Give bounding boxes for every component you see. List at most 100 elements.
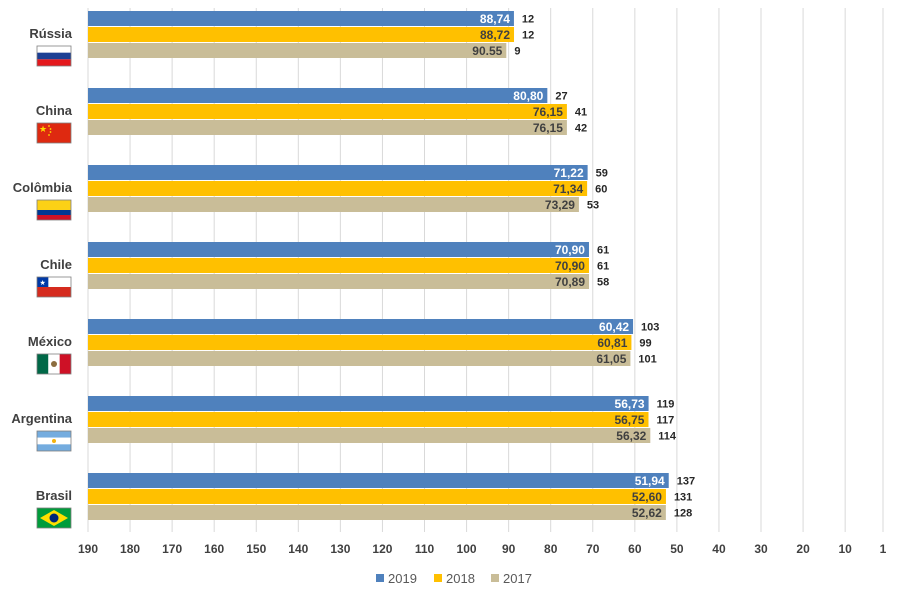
bar-2017 bbox=[88, 274, 590, 289]
bar-value-label: 56,75 bbox=[614, 413, 644, 427]
bar-2019 bbox=[88, 11, 514, 26]
bar-2017 bbox=[88, 428, 651, 443]
x-tick-label: 40 bbox=[712, 542, 726, 556]
x-tick-label: 190 bbox=[78, 542, 98, 556]
flag-mexico-icon bbox=[36, 353, 72, 375]
legend-label: 2018 bbox=[446, 571, 475, 586]
bar-value-label: 76,15 bbox=[533, 105, 563, 119]
svg-text:★: ★ bbox=[39, 125, 47, 135]
flag-russia-icon bbox=[36, 45, 72, 67]
flag-colombia-icon bbox=[36, 199, 72, 221]
flag-chile-icon: ★ bbox=[36, 276, 72, 298]
rank-label: 58 bbox=[597, 277, 609, 289]
x-tick-label: 90 bbox=[502, 542, 516, 556]
x-tick-label: 1 bbox=[880, 542, 887, 556]
rank-label: 114 bbox=[658, 431, 677, 443]
rank-label: 9 bbox=[514, 46, 520, 58]
bar-2018 bbox=[88, 335, 632, 350]
bar-value-label: 60,42 bbox=[599, 320, 629, 334]
bar-2018 bbox=[88, 489, 666, 504]
x-tick-label: 50 bbox=[670, 542, 684, 556]
bars: 88,74 12 88,72 12 90.55 9 80,80 27 76,15 41 76,15 4… bbox=[88, 11, 695, 520]
bar-value-label: 76,15 bbox=[533, 121, 563, 135]
country-label: México bbox=[28, 334, 72, 349]
bar-2019 bbox=[88, 242, 589, 257]
bar-value-label: 88,72 bbox=[480, 28, 510, 42]
rank-label: 27 bbox=[555, 91, 567, 103]
country-label: Rússia bbox=[29, 26, 72, 41]
svg-text:★: ★ bbox=[40, 279, 46, 287]
bar-value-label: 73,29 bbox=[545, 198, 575, 212]
rank-label: 12 bbox=[522, 14, 534, 26]
rank-label: 41 bbox=[575, 107, 587, 119]
bar-2019 bbox=[88, 319, 634, 334]
country-label: Argentina bbox=[11, 411, 72, 426]
bar-2018 bbox=[88, 258, 589, 273]
x-tick-label: 160 bbox=[204, 542, 224, 556]
legend-swatch bbox=[491, 574, 499, 582]
x-tick-label: 150 bbox=[246, 542, 266, 556]
country-label: Chile bbox=[40, 257, 72, 272]
rank-label: 61 bbox=[597, 261, 609, 273]
x-tick-label: 180 bbox=[120, 542, 140, 556]
rank-label: 128 bbox=[674, 508, 692, 520]
flag-china-icon: ★ bbox=[36, 122, 72, 144]
bar-2017 bbox=[88, 505, 666, 520]
legend-label: 2019 bbox=[388, 571, 417, 586]
legend-item-2018: 2018 bbox=[434, 571, 475, 586]
bar-value-label: 52,60 bbox=[632, 490, 662, 504]
bar-value-label: 61,05 bbox=[596, 352, 626, 366]
legend-item-2019: 2019 bbox=[376, 571, 417, 586]
rank-label: 59 bbox=[596, 168, 608, 180]
bar-value-label: 51,94 bbox=[635, 474, 665, 488]
bar-value-label: 56,73 bbox=[615, 397, 645, 411]
bar-value-label: 80,80 bbox=[513, 89, 543, 103]
legend-swatch bbox=[376, 574, 384, 582]
x-tick-label: 30 bbox=[754, 542, 768, 556]
bar-value-label: 52,62 bbox=[632, 506, 662, 520]
x-tick-label: 60 bbox=[628, 542, 642, 556]
country-labels: Rússia China ★ Colômbia Chile ★ México Argentin… bbox=[11, 26, 73, 529]
country-label: China bbox=[36, 103, 73, 118]
x-axis-ticks: 190 180 170 160 150 140 130 120 110 100 90 80 70 60 50… bbox=[78, 542, 887, 556]
rank-label: 53 bbox=[587, 200, 599, 212]
legend-swatch bbox=[434, 574, 442, 582]
bar-value-label: 71,22 bbox=[554, 166, 584, 180]
rank-label: 99 bbox=[639, 338, 651, 350]
bar-2018 bbox=[88, 104, 567, 119]
bar-value-label: 56,32 bbox=[616, 429, 646, 443]
rank-label: 101 bbox=[638, 354, 656, 366]
rank-label: 61 bbox=[597, 245, 609, 257]
flag-brazil-icon bbox=[36, 507, 72, 529]
legend-item-2017: 2017 bbox=[491, 571, 532, 586]
country-label: Colômbia bbox=[13, 180, 73, 195]
x-tick-label: 80 bbox=[544, 542, 558, 556]
rank-label: 103 bbox=[641, 322, 659, 334]
bar-2018 bbox=[88, 412, 649, 427]
legend-label: 2017 bbox=[503, 571, 532, 586]
x-tick-label: 140 bbox=[288, 542, 308, 556]
bar-value-label: 70,89 bbox=[555, 275, 585, 289]
bar-2017 bbox=[88, 120, 567, 135]
rank-label: 60 bbox=[595, 184, 607, 196]
bar-2017 bbox=[88, 351, 631, 366]
rank-label: 131 bbox=[674, 492, 692, 504]
rank-label: 117 bbox=[656, 415, 674, 427]
x-tick-label: 170 bbox=[162, 542, 182, 556]
x-tick-label: 20 bbox=[796, 542, 810, 556]
x-tick-label: 10 bbox=[838, 542, 852, 556]
rank-label: 12 bbox=[522, 30, 534, 42]
bar-2018 bbox=[88, 27, 515, 42]
bar-value-label: 60,81 bbox=[597, 336, 627, 350]
rank-label: 42 bbox=[575, 123, 587, 135]
bar-2019 bbox=[88, 473, 669, 488]
bar-2017 bbox=[88, 197, 579, 212]
x-tick-label: 120 bbox=[372, 542, 392, 556]
x-tick-label: 70 bbox=[586, 542, 600, 556]
bar-value-label: 70,90 bbox=[555, 259, 585, 273]
bar-2019 bbox=[88, 88, 548, 103]
bar-value-label: 70,90 bbox=[555, 243, 585, 257]
x-tick-label: 130 bbox=[330, 542, 350, 556]
bar-2018 bbox=[88, 181, 588, 196]
